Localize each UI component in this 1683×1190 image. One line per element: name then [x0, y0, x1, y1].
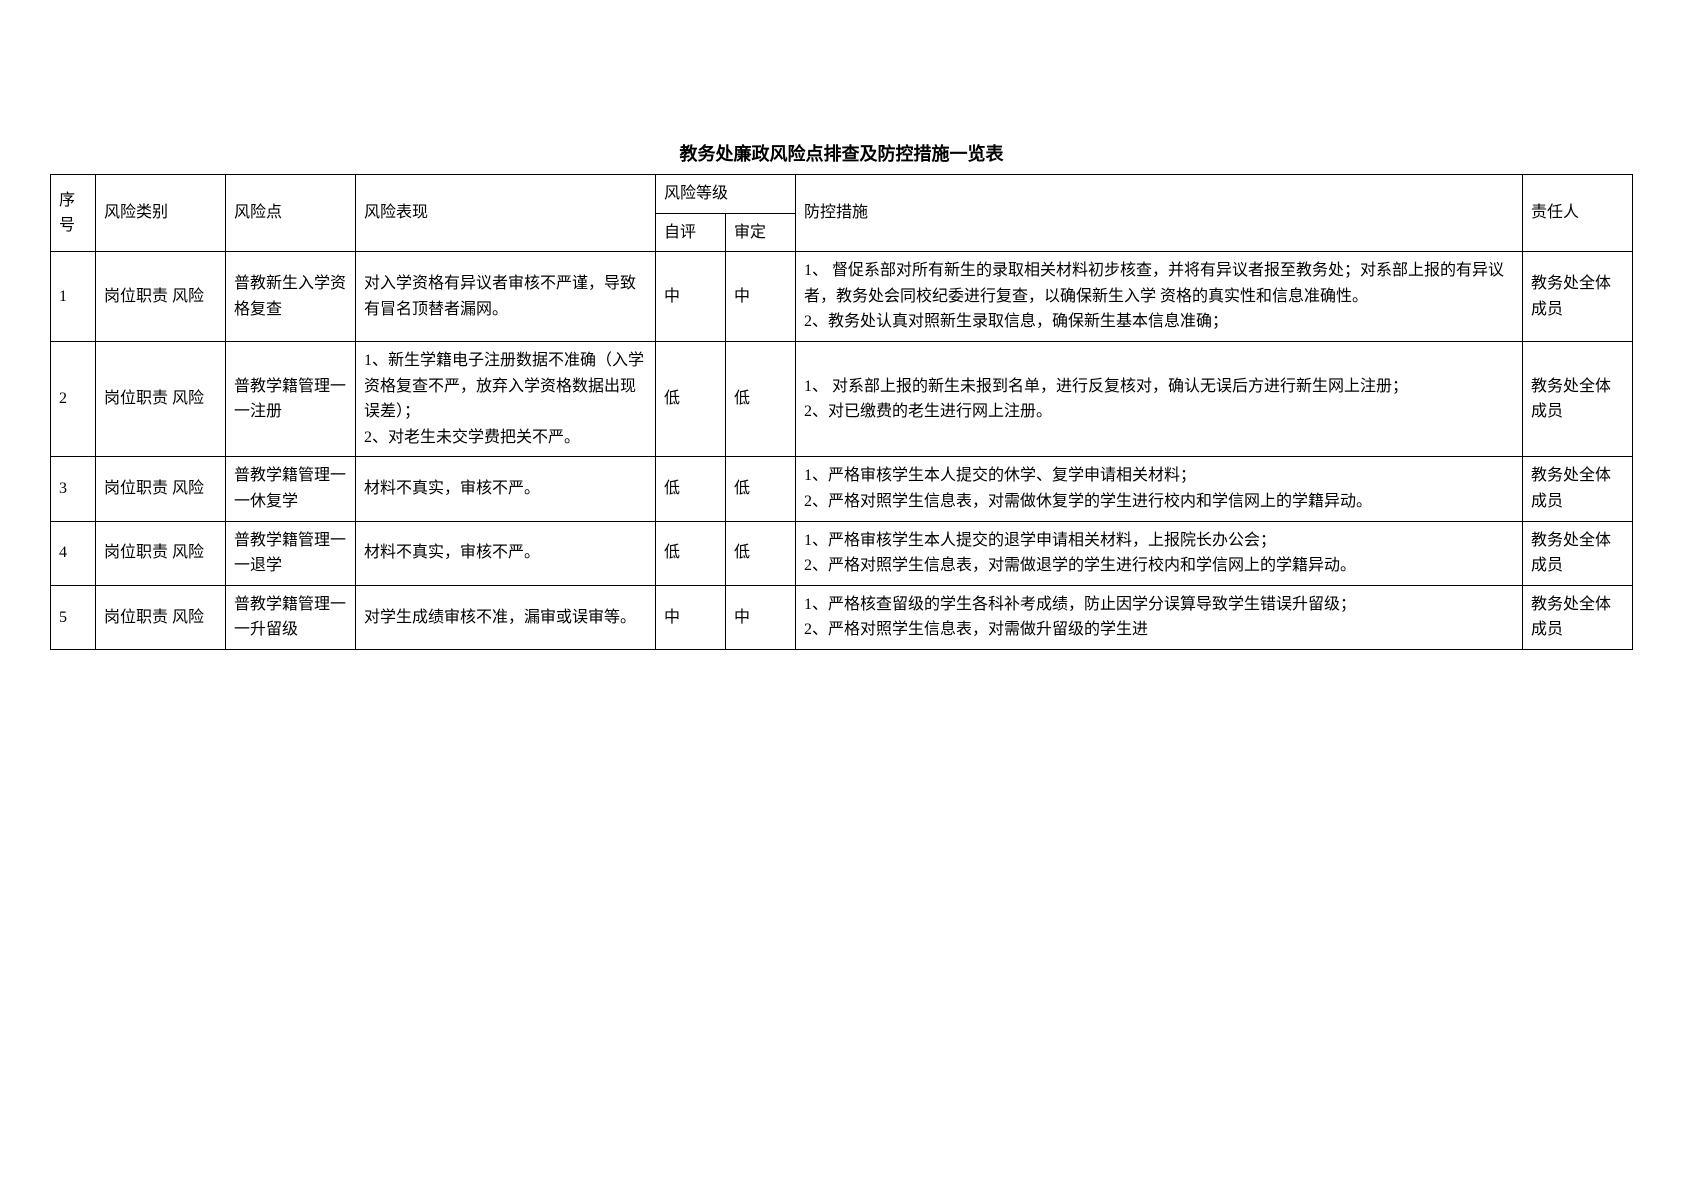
cell-resp: 教务处全体成员 — [1523, 585, 1633, 649]
cell-resp: 教务处全体成员 — [1523, 252, 1633, 342]
cell-measure: 1、严格核查留级的学生各科补考成绩，防止因学分误算导致学生错误升留级； 2、严格… — [796, 585, 1523, 649]
cell-manifest: 材料不真实，审核不严。 — [356, 457, 656, 521]
cell-review: 中 — [726, 252, 796, 342]
risk-table: 序号 风险类别 风险点 风险表现 风险等级 防控措施 责任人 自评 审定 1岗位… — [50, 174, 1633, 650]
cell-self: 低 — [656, 457, 726, 521]
cell-category: 岗位职责 风险 — [96, 252, 226, 342]
cell-resp: 教务处全体成员 — [1523, 521, 1633, 585]
cell-self: 中 — [656, 585, 726, 649]
table-row: 2岗位职责 风险普教学籍管理一一注册1、新生学籍电子注册数据不准确（入学资格复查… — [51, 341, 1633, 456]
header-level: 风险等级 — [656, 175, 796, 214]
cell-review: 低 — [726, 521, 796, 585]
cell-review: 中 — [726, 585, 796, 649]
cell-category: 岗位职责 风险 — [96, 585, 226, 649]
cell-point: 普教学籍管理一一退学 — [226, 521, 356, 585]
cell-seq: 5 — [51, 585, 96, 649]
header-review: 审定 — [726, 213, 796, 252]
cell-seq: 2 — [51, 341, 96, 456]
cell-review: 低 — [726, 457, 796, 521]
header-resp: 责任人 — [1523, 175, 1633, 252]
header-row-1: 序号 风险类别 风险点 风险表现 风险等级 防控措施 责任人 — [51, 175, 1633, 214]
cell-resp: 教务处全体成员 — [1523, 457, 1633, 521]
cell-measure: 1、严格审核学生本人提交的退学申请相关材料，上报院长办公会； 2、严格对照学生信… — [796, 521, 1523, 585]
cell-seq: 1 — [51, 252, 96, 342]
header-seq: 序号 — [51, 175, 96, 252]
cell-point: 普教学籍管理一一注册 — [226, 341, 356, 456]
cell-measure: 1、严格审核学生本人提交的休学、复学申请相关材料； 2、严格对照学生信息表，对需… — [796, 457, 1523, 521]
cell-measure: 1、 对系部上报的新生未报到名单，进行反复核对，确认无误后方进行新生网上注册； … — [796, 341, 1523, 456]
header-measure: 防控措施 — [796, 175, 1523, 252]
cell-manifest: 对入学资格有异议者审核不严谨，导致有冒名顶替者漏网。 — [356, 252, 656, 342]
cell-category: 岗位职责 风险 — [96, 457, 226, 521]
cell-category: 岗位职责 风险 — [96, 341, 226, 456]
header-manifest: 风险表现 — [356, 175, 656, 252]
cell-seq: 4 — [51, 521, 96, 585]
table-row: 4岗位职责 风险普教学籍管理一一退学材料不真实，审核不严。低低1、严格审核学生本… — [51, 521, 1633, 585]
cell-review: 低 — [726, 341, 796, 456]
cell-point: 普教学籍管理一一升留级 — [226, 585, 356, 649]
table-row: 5岗位职责 风险普教学籍管理一一升留级对学生成绩审核不准，漏审或误审等。中中1、… — [51, 585, 1633, 649]
header-self: 自评 — [656, 213, 726, 252]
header-point: 风险点 — [226, 175, 356, 252]
cell-measure: 1、 督促系部对所有新生的录取相关材料初步核查，并将有异议者报至教务处；对系部上… — [796, 252, 1523, 342]
header-category: 风险类别 — [96, 175, 226, 252]
table-body: 1岗位职责 风险普教新生入学资格复查对入学资格有异议者审核不严谨，导致有冒名顶替… — [51, 252, 1633, 650]
cell-self: 中 — [656, 252, 726, 342]
table-row: 1岗位职责 风险普教新生入学资格复查对入学资格有异议者审核不严谨，导致有冒名顶替… — [51, 252, 1633, 342]
cell-self: 低 — [656, 521, 726, 585]
page-title: 教务处廉政风险点排查及防控措施一览表 — [50, 140, 1633, 166]
cell-manifest: 材料不真实，审核不严。 — [356, 521, 656, 585]
cell-self: 低 — [656, 341, 726, 456]
cell-category: 岗位职责 风险 — [96, 521, 226, 585]
cell-resp: 教务处全体成员 — [1523, 341, 1633, 456]
table-row: 3岗位职责 风险普教学籍管理一一休复学材料不真实，审核不严。低低1、严格审核学生… — [51, 457, 1633, 521]
cell-manifest: 1、新生学籍电子注册数据不准确（入学资格复查不严，放弃入学资格数据出现误差）； … — [356, 341, 656, 456]
cell-point: 普教学籍管理一一休复学 — [226, 457, 356, 521]
cell-manifest: 对学生成绩审核不准，漏审或误审等。 — [356, 585, 656, 649]
cell-point: 普教新生入学资格复查 — [226, 252, 356, 342]
cell-seq: 3 — [51, 457, 96, 521]
